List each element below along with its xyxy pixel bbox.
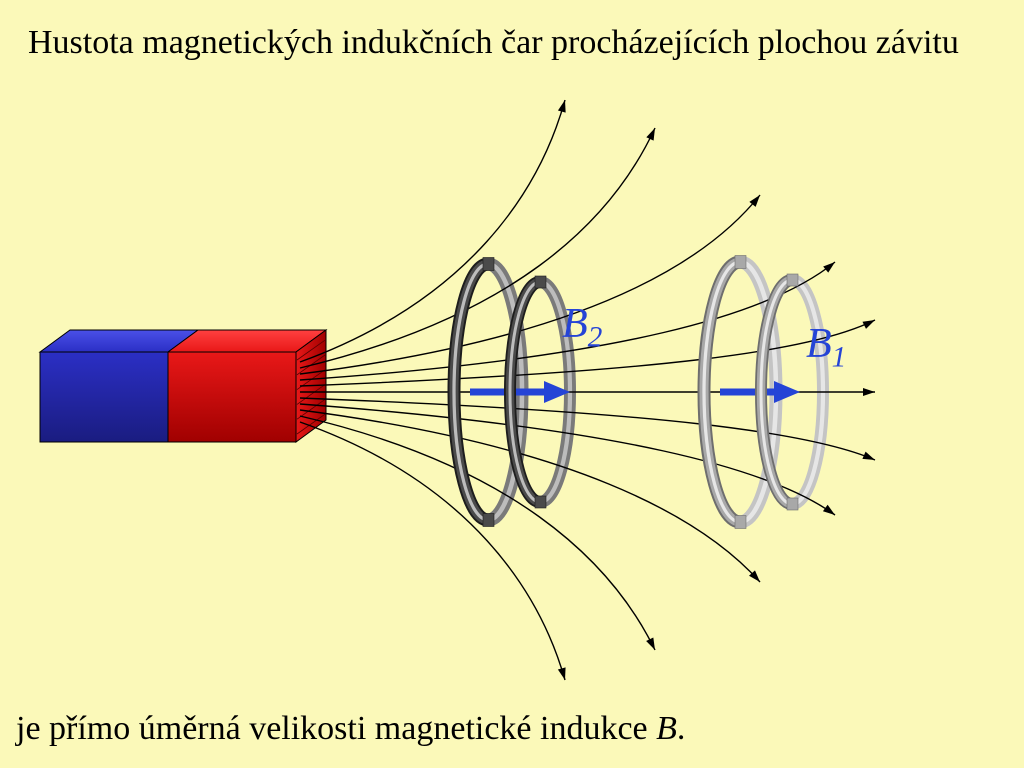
caption-prefix: je přímo úměrná velikosti magnetické ind… xyxy=(16,710,656,747)
caption-text: je přímo úměrná velikosti magnetické ind… xyxy=(16,708,1006,751)
title-content: Hustota magnetických indukčních čar proc… xyxy=(28,24,959,61)
vector-label: B1 xyxy=(806,320,846,374)
caption-suffix: . xyxy=(677,710,686,747)
title-text: Hustota magnetických indukčních čar proc… xyxy=(28,22,998,65)
vector-label: B2 xyxy=(562,300,602,354)
diagram-canvas xyxy=(0,0,1024,768)
caption-var: B xyxy=(656,710,677,747)
